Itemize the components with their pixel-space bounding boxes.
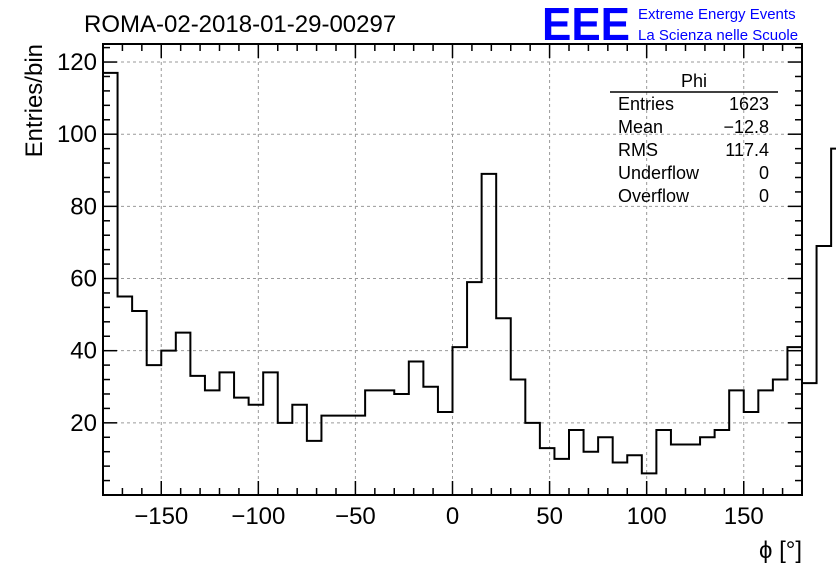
x-tick-label: 150 — [724, 503, 764, 530]
logo-line-1: Extreme Energy Events — [638, 6, 796, 23]
x-axis-label: ϕ [°] — [759, 537, 802, 564]
y-tick-label: 40 — [70, 338, 97, 365]
eee-logo: EEE Extreme Energy Events La Scienza nel… — [542, 0, 798, 50]
stats-row-value: 0 — [759, 163, 769, 183]
logo-line-2: La Scienza nelle Scuole — [638, 27, 798, 44]
y-tick-label: 120 — [57, 49, 97, 76]
grid-lines — [103, 44, 802, 495]
stats-row-value: −12.8 — [723, 117, 769, 137]
stats-row-value: 117.4 — [725, 140, 769, 160]
x-tick-label: −100 — [231, 503, 285, 530]
x-tick-label: 50 — [536, 503, 563, 530]
x-tick-label: 100 — [627, 503, 667, 530]
stats-row-value: 0 — [759, 186, 769, 206]
y-tick-label: 20 — [70, 410, 97, 437]
stats-row-label: Underflow — [618, 163, 700, 183]
y-tick-label: 80 — [70, 193, 97, 220]
stats-rows: Entries 1623 Mean −12.8 RMS 117.4 Underflow 0 Ov… — [618, 94, 769, 206]
histogram-series-line — [102, 71, 836, 495]
tick-labels: −150 −100 −50 0 50 100 150 20 40 60 80 100 120 — [57, 49, 764, 530]
stats-row-label: Entries — [618, 94, 674, 114]
y-tick-label: 60 — [70, 266, 97, 293]
y-tick-label: 100 — [57, 121, 97, 148]
stats-row-label: Overflow — [618, 186, 690, 206]
axis-ticks — [102, 44, 803, 495]
x-tick-label: −50 — [335, 503, 376, 530]
run-title: ROMA-02-2018-01-29-00297 — [84, 11, 396, 38]
stats-box: Phi Entries 1623 Mean −12.8 RMS 117.4 Underflo… — [610, 71, 778, 206]
x-tick-label: 0 — [446, 503, 459, 530]
stats-row-value: 1623 — [729, 94, 769, 114]
stats-box-title: Phi — [681, 71, 707, 91]
y-axis-label: Entries/bin — [21, 44, 48, 157]
stats-row-label: RMS — [618, 140, 658, 160]
plot-frame — [102, 43, 803, 496]
stats-row-label: Mean — [618, 117, 663, 137]
eee-logo-mark: EEE — [542, 0, 630, 50]
x-tick-label: −150 — [134, 503, 188, 530]
